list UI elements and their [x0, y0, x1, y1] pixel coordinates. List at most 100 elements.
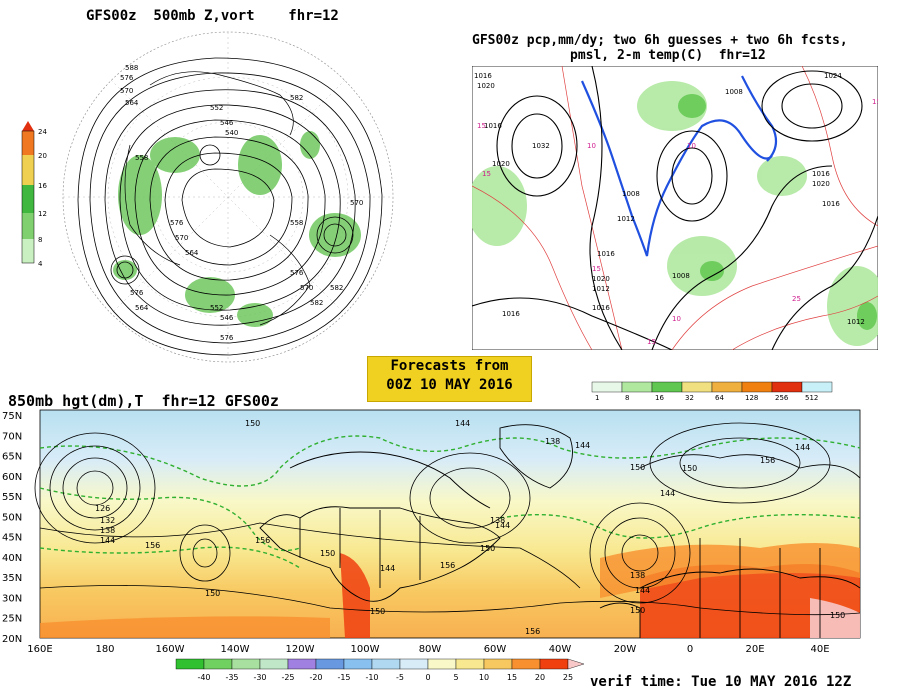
longitude-label: 0 [687, 644, 693, 655]
pcp-colorbar-tick: 16 [655, 394, 664, 402]
z500-contour-label: 588 [125, 64, 138, 72]
banner-line2: 00Z 10 MAY 2016 [386, 377, 513, 393]
pmsl-isobar-label: 1024 [824, 72, 842, 80]
z850-contour-label: 138 [630, 571, 645, 580]
z850-contour-label: 132 [100, 516, 115, 525]
pcp-colorbar-swatch [651, 381, 683, 393]
z850-contour-label: 126 [95, 504, 110, 513]
temp-contour-label: 15 [592, 265, 601, 273]
z500-contour-label: 576 [170, 219, 184, 227]
pmsl-isobar-label: 1020 [592, 275, 610, 283]
panel-pcp-map: 1016 1020 1016 1032 1020 1008 1012 1016 1020 1012… [472, 66, 878, 350]
z500-contour-label: 576 [120, 74, 134, 82]
panel-500mb-title: GFS00z 500mb Z,vort fhr=12 [86, 8, 339, 24]
pmsl-isobar-label: 1012 [617, 215, 635, 223]
longitude-label: 40W [549, 644, 572, 655]
z850-contour-label: 144 [100, 536, 115, 545]
pcp-colorbar-tick: 512 [805, 394, 818, 402]
pcp-colorbar-swatch [621, 381, 653, 393]
z500-contour-label: 576 [130, 289, 144, 297]
z850-contour-label: 138 [545, 437, 560, 446]
z500-contour-label: 558 [290, 219, 303, 227]
pmsl-isobar-label: 1020 [812, 180, 830, 188]
z850-contour-label: 150 [370, 607, 385, 616]
temp-colorbar-tick: 5 [453, 673, 458, 682]
longitude-label: 60W [484, 644, 507, 655]
latitude-label: 20N [2, 634, 22, 645]
temp-colorbar-swatch [175, 658, 205, 670]
longitude-label: 180 [95, 644, 114, 655]
temp-contour-label: 10 [687, 142, 696, 150]
z850-contour-label: 144 [495, 521, 510, 530]
z500-contour-label: 576 [290, 269, 304, 277]
z500-contour-label: 558 [135, 154, 148, 162]
temp-contour-label: 10 [672, 315, 681, 323]
z500-contour-label: 564 [185, 249, 199, 257]
temp-colorbar-swatch [511, 658, 541, 670]
temp-colorbar-tick: 20 [535, 673, 545, 682]
temp-colorbar-tick: -15 [337, 673, 350, 682]
z850-contour-label: 156 [525, 627, 540, 636]
pcp-colorbar-swatch [711, 381, 743, 393]
longitude-label: 40E [810, 644, 829, 655]
vort-colorbar-tick: 12 [38, 210, 47, 218]
z500-contour-label: 582 [290, 94, 303, 102]
latitude-label: 45N [2, 533, 22, 544]
pcp-colorbar-swatch [801, 381, 833, 393]
temp-colorbar-swatch [399, 658, 429, 670]
temp-contour-label: 15 [647, 338, 656, 346]
panel-pcp-title-line2: pmsl, 2-m temp(C) fhr=12 [570, 48, 766, 63]
temp-colorbar-tick: -10 [365, 673, 378, 682]
temp-contour-label: 15 [872, 98, 878, 106]
latitude-label: 35N [2, 573, 22, 584]
temp-colorbar-swatch [203, 658, 233, 670]
temp-contour-label: 25 [792, 295, 801, 303]
temp-colorbar-swatch [371, 658, 401, 670]
pcp-colorbar-swatch [741, 381, 773, 393]
temp-colorbar-tick: -40 [197, 673, 210, 682]
temp-contour-label: 10 [587, 142, 596, 150]
vort-colorbar [21, 121, 35, 264]
pcp-colorbar-swatch [591, 381, 623, 393]
vort-colorbar-tick: 16 [38, 182, 47, 190]
temp-colorbar-tick: 10 [479, 673, 489, 682]
z500-contour-label: 564 [125, 99, 139, 107]
z850-contour-label: 144 [575, 441, 590, 450]
temp-colorbar-swatch [539, 658, 569, 670]
pcp-colorbar-tick: 128 [745, 394, 758, 402]
latitude-label: 60N [2, 472, 22, 483]
vort-colorbar-tick: 20 [38, 152, 47, 160]
z850-contour-label: 150 [480, 544, 495, 553]
temp-colorbar-swatch [315, 658, 345, 670]
z850-contour-label: 150 [245, 419, 260, 428]
pmsl-isobar-label: 1032 [532, 142, 550, 150]
z850-contour-label: 150 [630, 606, 645, 615]
pcp-colorbar-tick: 8 [625, 394, 629, 402]
pcp-colorbar-swatch [771, 381, 803, 393]
z850-contour-label: 156 [440, 561, 455, 570]
pmsl-isobar-label: 1012 [847, 318, 865, 326]
latitude-label: 25N [2, 614, 22, 625]
latitude-label: 30N [2, 593, 22, 604]
z500-contour-label: 546 [220, 314, 234, 322]
z500-contour-label: 582 [330, 284, 343, 292]
temp-colorbar-tick: -35 [225, 673, 238, 682]
temp-colorbar-swatch [287, 658, 317, 670]
pmsl-isobar-label: 1016 [812, 170, 830, 178]
longitude-label: 80W [419, 644, 442, 655]
z850-contour-label: 156 [255, 536, 270, 545]
temp-colorbar-tick: -20 [309, 673, 322, 682]
temp-colorbar-tick: -30 [253, 673, 266, 682]
z850-contour-label: 150 [320, 549, 335, 558]
z850-contour-label: 138 [490, 516, 505, 525]
temp-colorbar-swatch [427, 658, 457, 670]
latitude-label: 50N [2, 512, 22, 523]
longitude-label: 100W [351, 644, 380, 655]
pmsl-isobar-label: 1008 [672, 272, 690, 280]
z500-contour-label: 552 [210, 104, 223, 112]
vort-colorbar-tick: 24 [38, 128, 47, 136]
pmsl-isobar-label: 1016 [597, 250, 615, 258]
z500-contour-label: 546 [220, 119, 234, 127]
z850-contour-label: 138 [100, 526, 115, 535]
